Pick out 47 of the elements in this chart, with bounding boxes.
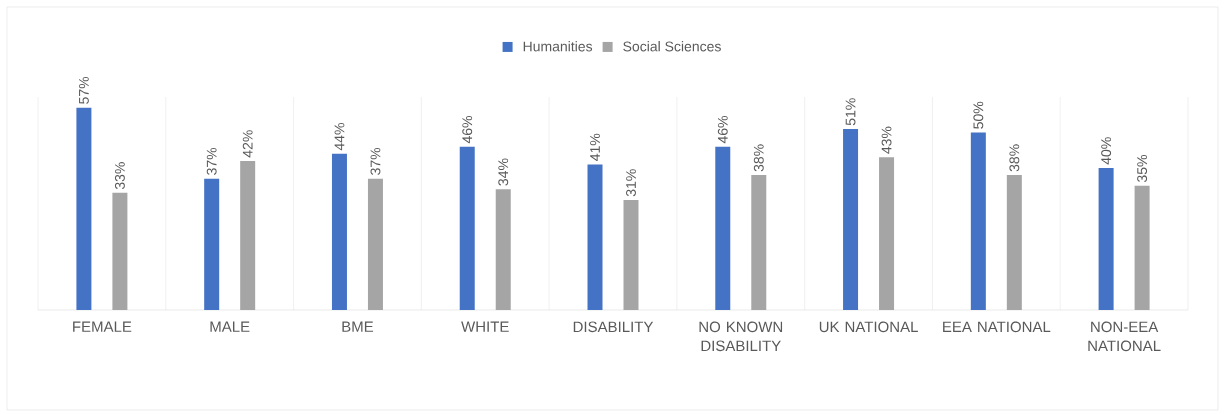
data-label: 50%: [973, 101, 984, 129]
data-label: 37%: [206, 147, 217, 175]
x-tick-label: DISABILITY: [573, 321, 654, 333]
data-label: 57%: [78, 76, 89, 104]
data-label: 46%: [462, 115, 473, 144]
bar: [587, 164, 603, 310]
bar: [331, 153, 347, 310]
bar: [879, 157, 895, 310]
bar: [1006, 175, 1022, 310]
bar: [623, 199, 639, 310]
data-label: 51%: [845, 98, 856, 126]
data-label: 44%: [334, 123, 345, 151]
x-tick-label: WHITE: [461, 321, 509, 332]
bar: [112, 192, 128, 310]
data-label: 42%: [242, 130, 253, 158]
x-tick-label: EEA NATIONAL: [943, 321, 1051, 333]
data-label: 35%: [1137, 155, 1148, 183]
x-tick-label: BME: [342, 321, 374, 332]
data-label: 38%: [753, 144, 764, 172]
data-label: 31%: [626, 169, 636, 197]
data-label: 46%: [717, 115, 728, 144]
bar: [970, 132, 986, 310]
legend-label: Humanities: [523, 41, 593, 52]
data-label: 37%: [370, 147, 381, 175]
x-tick-label: FEMALE: [73, 321, 132, 332]
bar: [76, 107, 92, 310]
bar: [240, 160, 256, 310]
data-label: 40%: [1101, 137, 1112, 165]
legend-label: Social Sciences: [623, 41, 721, 52]
data-label: 41%: [590, 133, 600, 161]
x-tick-label: UK NATIONAL: [819, 321, 918, 333]
data-label: 33%: [114, 162, 125, 190]
x-tick-label: NO KNOWN DISABILITY: [699, 321, 783, 352]
data-label: 38%: [1009, 144, 1020, 172]
bar: [367, 178, 383, 310]
bar: [751, 175, 767, 310]
data-label: 34%: [498, 158, 509, 186]
bar: [1134, 185, 1150, 310]
bar: [1098, 167, 1114, 310]
x-tick-label: NON-EEA NATIONAL: [1088, 321, 1161, 352]
x-tick-label: MALE: [210, 321, 250, 332]
data-label: 43%: [881, 126, 892, 154]
bar: [495, 189, 511, 310]
bar: [459, 146, 475, 310]
bar: [843, 128, 859, 310]
bar: [715, 146, 731, 310]
bar: [204, 178, 220, 310]
